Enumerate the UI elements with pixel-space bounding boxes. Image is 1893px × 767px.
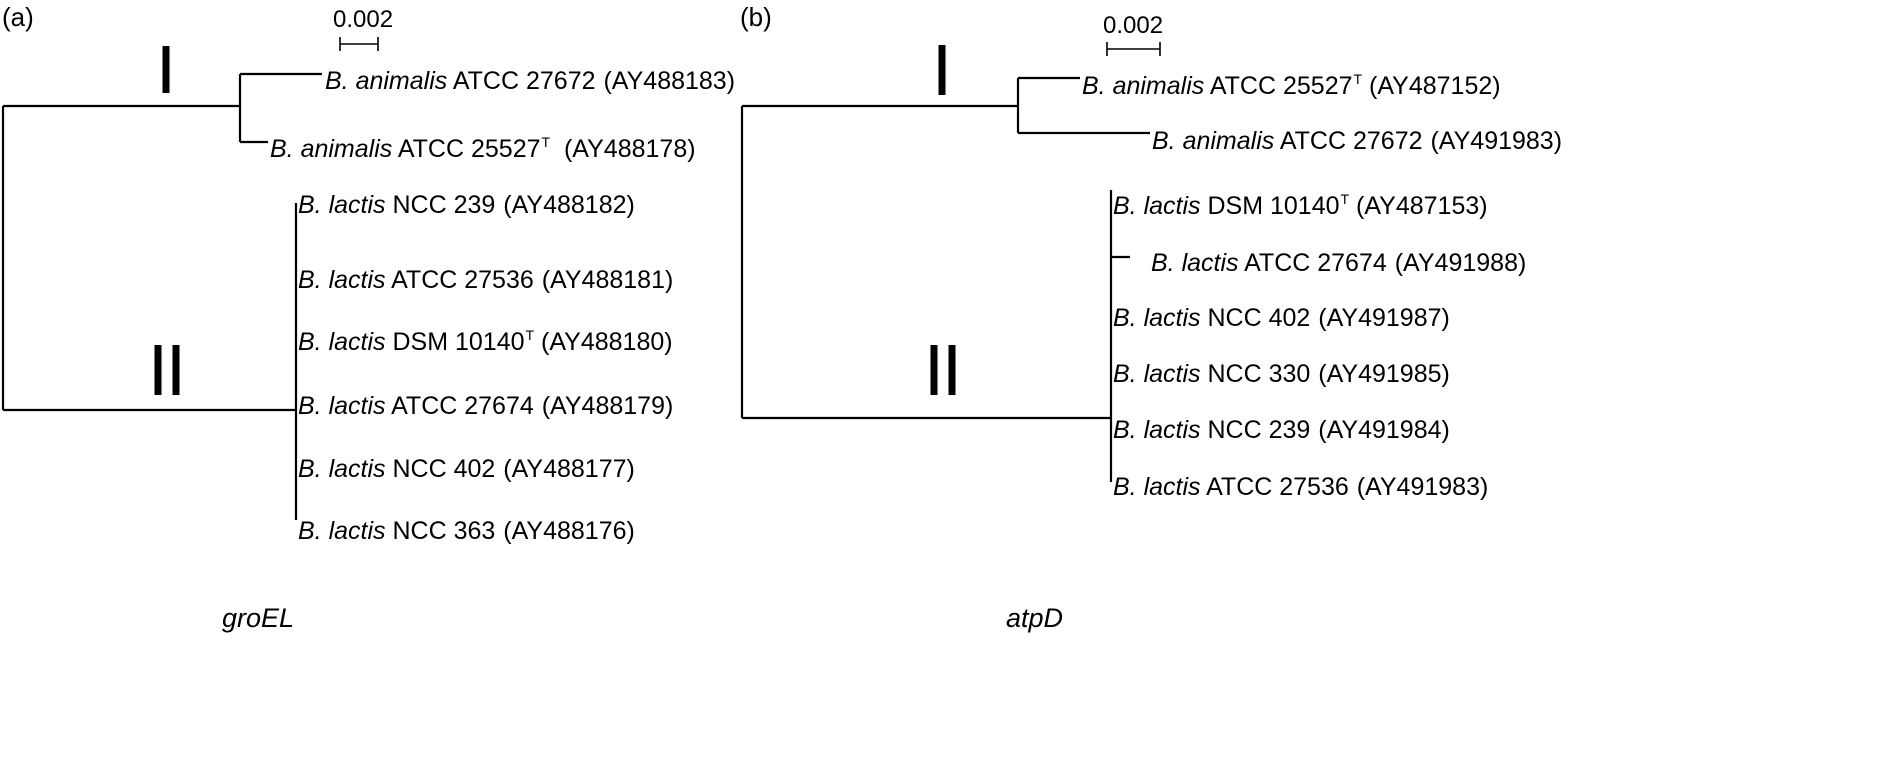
leaf-b-3: B. lactis DSM 10140T (AY487153) <box>1113 191 1488 220</box>
leaf-b-7: B. lactis NCC 239 (AY491984) <box>1113 416 1450 444</box>
leaf-b-8: B. lactis ATCC 27536 (AY491983) <box>1113 473 1489 501</box>
leaf-b-6: B. lactis NCC 330 (AY491985) <box>1113 360 1450 388</box>
panel-label-b: (b) <box>740 2 772 32</box>
tree-b-branches <box>740 42 1161 482</box>
panel-a: (a) 0.002 B. animalis ATCC 27672 (AY4881… <box>0 0 890 767</box>
tree-a-branches <box>1 37 379 520</box>
scale-bar-label-a: 0.002 <box>333 6 394 33</box>
panel-b: (b) 0.002 B. animalis ATCC 25527T (AY487… <box>740 0 1893 767</box>
scale-bar-label-b: 0.002 <box>1103 12 1164 39</box>
leaf-a-3: B. lactis NCC 239 (AY488182) <box>298 191 635 219</box>
gene-label-a: groEL <box>222 603 295 633</box>
leaf-a-7: B. lactis NCC 402 (AY488177) <box>298 455 635 483</box>
leaf-a-4: B. lactis ATCC 27536 (AY488181) <box>298 266 674 294</box>
leaf-a-1: B. animalis ATCC 27672 (AY488183) <box>325 67 736 95</box>
panel-label-a: (a) <box>2 2 34 32</box>
leaf-b-2: B. animalis ATCC 27672 (AY491983) <box>1152 127 1563 155</box>
leaf-b-4: B. lactis ATCC 27674 (AY491988) <box>1151 249 1527 277</box>
leaf-a-8: B. lactis NCC 363 (AY488176) <box>298 517 635 545</box>
leaf-b-1: B. animalis ATCC 25527T (AY487152) <box>1082 71 1501 100</box>
leaf-b-5: B. lactis NCC 402 (AY491987) <box>1113 304 1450 332</box>
leaf-a-6: B. lactis ATCC 27674 (AY488179) <box>298 392 674 420</box>
leaf-a-2: B. animalis ATCC 25527T (AY488178) <box>270 134 696 163</box>
gene-label-b: atpD <box>1006 603 1064 633</box>
leaf-a-5: B. lactis DSM 10140T (AY488180) <box>298 327 673 356</box>
